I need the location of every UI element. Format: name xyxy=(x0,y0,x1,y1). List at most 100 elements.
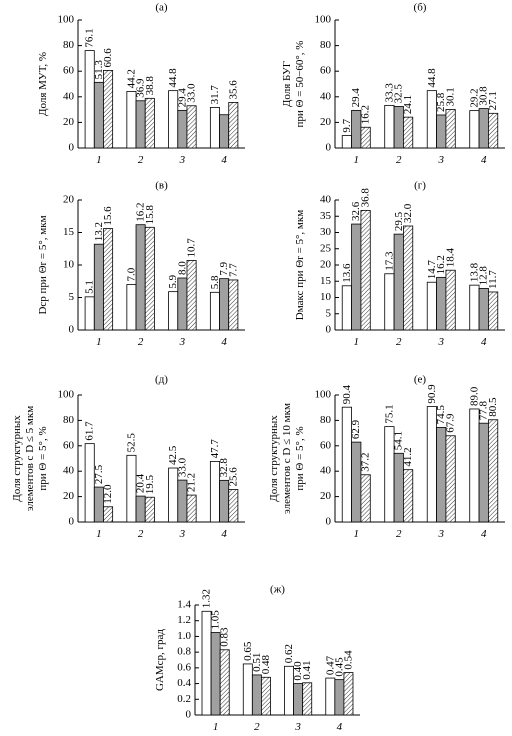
value-label: 15.8 xyxy=(144,205,156,225)
value-label: 33.0 xyxy=(176,457,188,477)
y-tick-label: 1.2 xyxy=(177,614,191,626)
x-tick-label: 3 xyxy=(179,154,186,166)
bar xyxy=(436,114,447,149)
y-tick-label: 100 xyxy=(58,14,75,26)
y-axis-label: при Θ = 5°, % xyxy=(294,426,306,490)
y-axis-label: элементов с D ≤ 5 мкм xyxy=(24,406,36,511)
y-axis-label: Dмакс при Θr = 5°, мкм xyxy=(294,210,306,320)
bar xyxy=(209,107,220,149)
x-tick-label: 4 xyxy=(481,336,487,348)
x-tick-label: 2 xyxy=(138,154,144,166)
y-tick-label: 25 xyxy=(320,242,332,254)
value-label: 32.0 xyxy=(402,203,414,223)
y-tick-label: 0.2 xyxy=(177,693,191,705)
value-label: 89.0 xyxy=(468,386,480,406)
value-label: 14.7 xyxy=(426,259,438,279)
y-axis-label: при Θ = 50−60°, % xyxy=(294,41,306,128)
x-tick-label: 4 xyxy=(337,721,343,733)
bar xyxy=(384,104,395,149)
value-label: 29.5 xyxy=(393,211,405,231)
x-tick-label: 1 xyxy=(354,154,360,166)
value-label: 29.2 xyxy=(468,88,480,107)
value-label: 67.9 xyxy=(445,413,457,433)
value-label: 0.45 xyxy=(333,657,345,677)
value-label: 7.7 xyxy=(227,263,239,277)
bar xyxy=(219,649,230,716)
y-tick-label: 0 xyxy=(186,709,192,721)
value-label: 77.8 xyxy=(478,400,490,420)
value-label: 12.8 xyxy=(478,266,490,286)
y-tick-label: 20 xyxy=(63,194,75,206)
bar xyxy=(84,443,95,523)
bar xyxy=(144,97,155,149)
bar xyxy=(445,435,456,523)
value-label: 47.7 xyxy=(209,439,221,459)
value-label: 0.48 xyxy=(260,655,272,675)
bar xyxy=(219,278,230,331)
y-tick-label: 20 xyxy=(320,116,332,128)
y-tick-label: 5 xyxy=(69,291,75,303)
x-tick-label: 1 xyxy=(96,528,102,540)
y-tick-label: 0 xyxy=(326,516,332,528)
x-tick-label: 4 xyxy=(481,528,487,540)
bar xyxy=(360,126,371,149)
y-tick-label: 1.0 xyxy=(177,630,191,642)
value-label: 0.54 xyxy=(342,650,354,670)
bar xyxy=(93,486,104,523)
value-label: 0.65 xyxy=(242,641,254,661)
y-tick-label: 1.4 xyxy=(177,599,191,611)
value-label: 15.6 xyxy=(102,206,114,226)
value-label: 0.40 xyxy=(292,661,304,681)
x-tick-label: 3 xyxy=(179,336,186,348)
value-label: 38.8 xyxy=(144,76,156,96)
bar xyxy=(219,114,230,149)
value-label: 33.0 xyxy=(186,83,198,103)
bar xyxy=(343,672,354,716)
panel-label: (ж) xyxy=(270,584,285,596)
bar xyxy=(436,276,447,331)
y-tick-label: 35 xyxy=(320,210,332,222)
bar xyxy=(478,422,489,523)
x-tick-label: 2 xyxy=(396,528,402,540)
y-tick-label: 80 xyxy=(320,39,332,51)
x-tick-label: 2 xyxy=(138,528,144,540)
bar xyxy=(293,683,304,716)
bar xyxy=(261,676,271,716)
value-label: 0.51 xyxy=(251,653,263,672)
y-axis-label: Доля структурных xyxy=(11,415,23,502)
bar xyxy=(135,100,146,149)
value-label: 27.5 xyxy=(93,464,105,484)
value-label: 18.4 xyxy=(445,247,457,267)
value-label: 32.6 xyxy=(350,201,362,221)
value-label: 90.9 xyxy=(426,384,438,404)
bar xyxy=(103,70,114,149)
x-tick-label: 3 xyxy=(179,528,186,540)
bar xyxy=(302,682,313,716)
x-tick-label: 1 xyxy=(96,154,102,166)
value-label: 80.5 xyxy=(487,397,499,417)
bar xyxy=(469,284,480,331)
x-tick-label: 3 xyxy=(438,336,445,348)
value-label: 0.62 xyxy=(283,644,295,663)
x-tick-label: 4 xyxy=(221,154,227,166)
bar xyxy=(186,260,197,331)
value-label: 62.9 xyxy=(350,419,362,439)
value-label: 37.2 xyxy=(360,453,372,472)
value-label: 35.6 xyxy=(227,80,239,100)
y-tick-label: 20 xyxy=(320,490,332,502)
panel-label: (в) xyxy=(155,180,168,192)
bar xyxy=(209,291,220,331)
y-tick-label: 40 xyxy=(63,90,75,102)
bar xyxy=(478,108,489,149)
value-label: 90.4 xyxy=(341,384,353,404)
value-label: 16.2 xyxy=(135,202,147,221)
bar xyxy=(445,109,456,149)
y-tick-label: 15 xyxy=(63,226,75,238)
bar xyxy=(488,112,499,149)
value-label: 1.32 xyxy=(201,589,213,608)
y-axis-label: элементов с D ≤ 10 мкм xyxy=(281,403,293,514)
bar xyxy=(144,226,155,331)
x-tick-label: 1 xyxy=(354,528,360,540)
value-label: 24.1 xyxy=(402,95,414,114)
value-label: 7.0 xyxy=(125,267,137,281)
